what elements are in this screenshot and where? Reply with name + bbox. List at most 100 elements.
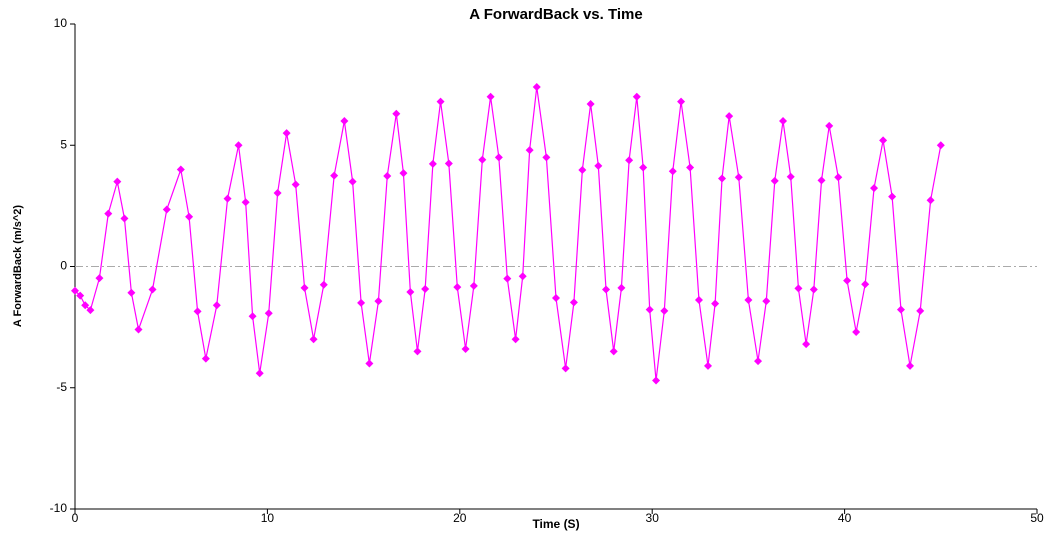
x-tick-label: 10 [261,511,275,525]
data-point [365,359,374,368]
data-point [896,305,905,314]
data-point [453,283,462,292]
x-tick-label: 30 [646,511,660,525]
data-point [809,285,818,294]
data-point [660,306,669,315]
data-point [223,194,232,203]
y-axis-label: A ForwardBack (m/s^2) [12,205,24,327]
data-point [383,172,392,181]
data-point [273,189,282,198]
data-point [421,285,430,294]
data-point [185,212,194,221]
data-point [162,205,171,214]
data-point [734,173,743,182]
x-axis-label: Time (S) [532,517,579,531]
data-point [779,117,788,125]
data-point [843,276,852,285]
data-point [436,97,445,106]
data-point [916,306,925,315]
data-point [802,340,811,349]
data-point [926,196,935,205]
data-point [193,307,202,316]
data-point [234,141,243,150]
data-point [282,129,291,138]
data-point [609,347,618,356]
data-point [578,165,587,174]
data-point [744,295,753,304]
data-point [625,156,634,165]
x-tick-label: 40 [838,511,852,525]
data-point [134,325,143,334]
data-point [357,298,366,307]
data-point [686,163,695,172]
data-point [399,169,408,178]
data-point [95,274,104,283]
y-tick-label: -10 [50,501,68,515]
data-point [478,155,487,164]
data-point [241,198,250,207]
data-point [428,159,437,168]
data-point [212,301,221,310]
data-point [113,177,122,186]
data-point [861,280,870,289]
data-point [406,287,415,296]
data-point [525,146,534,155]
data-point [668,167,677,176]
data-point [120,214,129,223]
data-point [602,285,611,294]
data-point [936,141,945,150]
data-point [392,109,401,118]
y-tick-label: 5 [60,137,67,151]
data-point [76,291,85,300]
data-point [906,361,915,370]
data-point [264,309,273,318]
data-point [340,117,349,125]
data-point [879,136,888,145]
data-point [511,335,520,344]
data-point [255,369,264,378]
data-point [127,288,136,297]
y-tick-label: 10 [54,16,68,30]
data-point [201,354,210,363]
data-point [348,177,357,186]
data-point [770,176,779,185]
data-point [632,92,641,101]
data-point [413,347,422,356]
data-point [71,286,79,295]
data-point [374,297,383,306]
data-point [469,281,478,290]
data-point [176,165,185,174]
data-point [330,171,339,180]
data-point [786,172,795,181]
data-point [718,174,727,183]
data-point [494,153,503,162]
data-point [754,357,763,366]
data-point [291,180,300,189]
data-point [794,284,803,293]
x-tick-label: 50 [1030,511,1044,525]
data-point [444,159,453,168]
data-point [461,344,470,353]
data-point [104,209,113,218]
data-point [888,192,897,201]
data-point [825,121,834,130]
y-tick-label: 0 [60,259,67,273]
data-point [639,163,648,172]
data-point [81,301,90,310]
data-point [694,295,703,304]
data-point [486,92,495,101]
data-point [503,274,512,283]
data-point [518,272,527,281]
data-point [86,306,95,315]
data-point [762,297,771,306]
data-point [645,305,654,314]
data-point [532,83,541,92]
data-line [74,86,942,381]
x-tick-label: 20 [453,511,467,525]
chart-title: A ForwardBack vs. Time [469,6,642,23]
data-point [617,283,626,292]
data-point [248,312,257,321]
data-point [542,153,551,162]
data-point [586,100,595,109]
